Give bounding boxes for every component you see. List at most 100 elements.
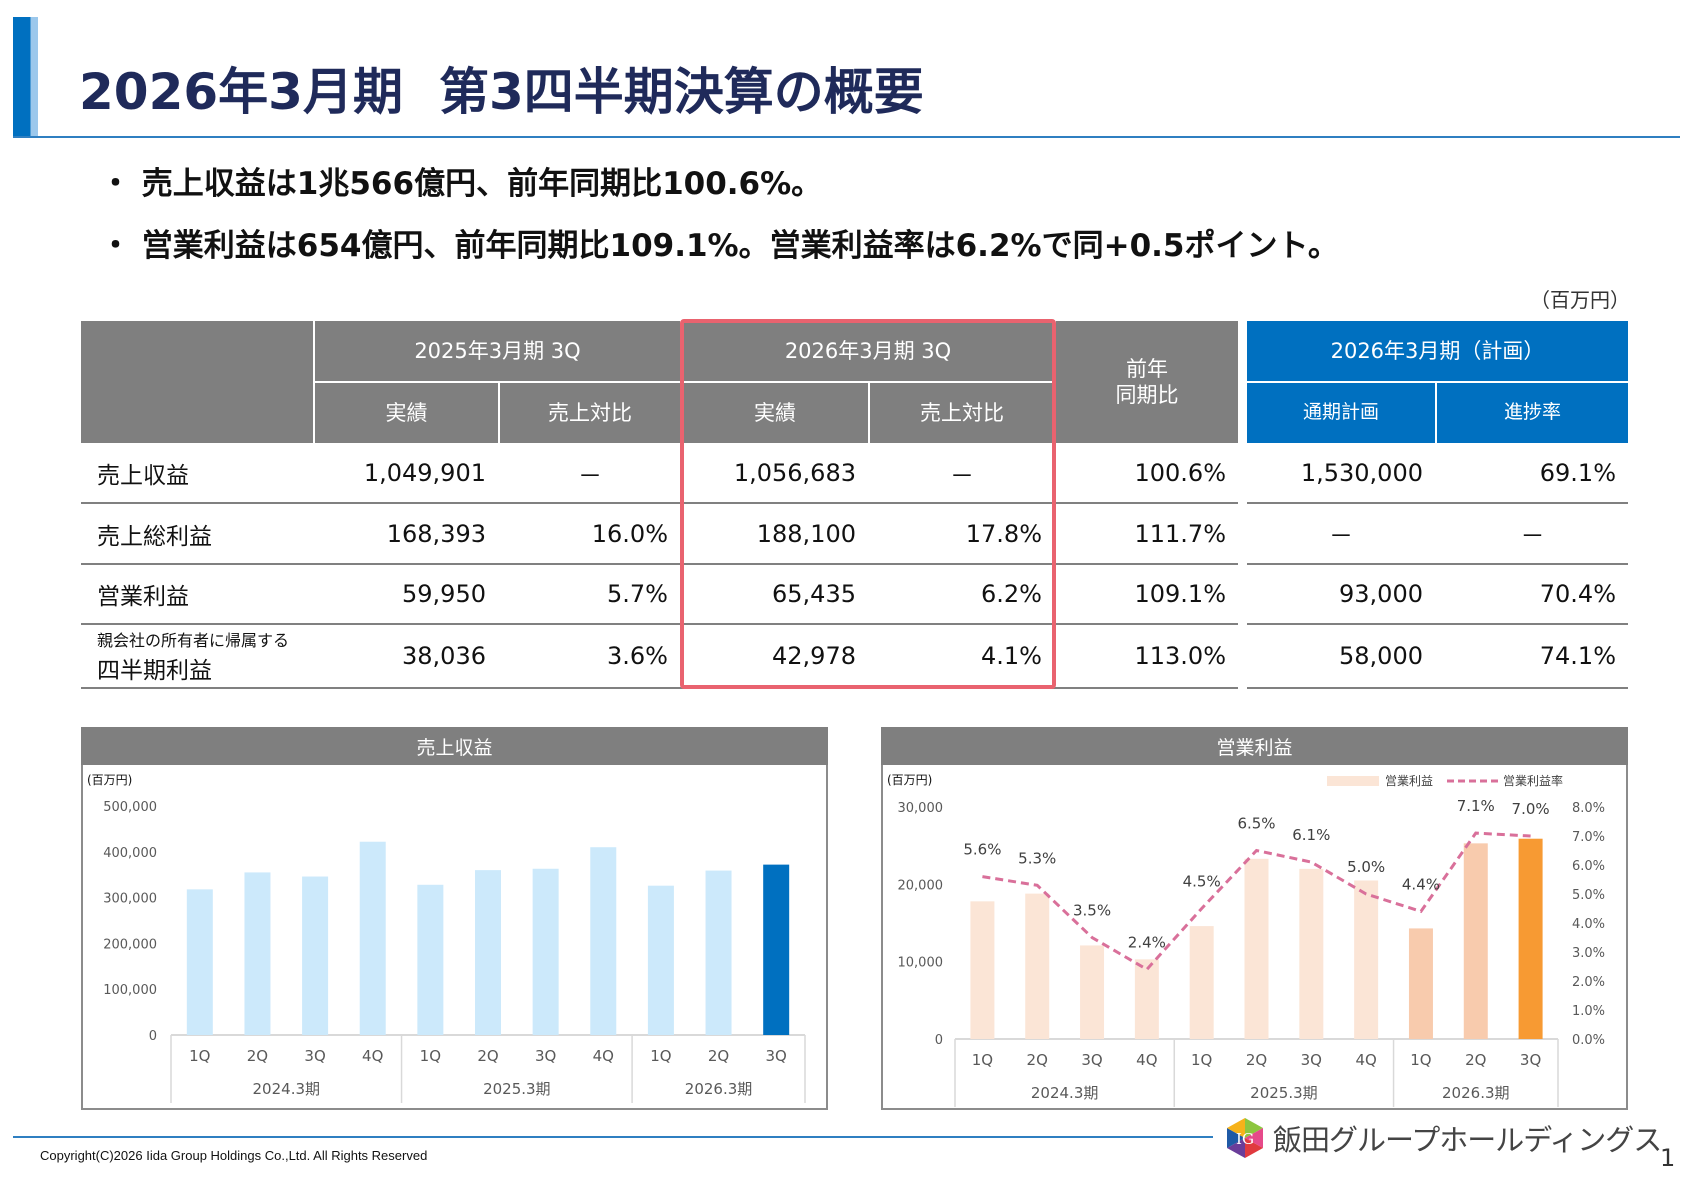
y2-tick-label: 0.0% xyxy=(1572,1033,1605,1048)
cell-progress: 70.4% xyxy=(1539,580,1616,608)
cell-prev-ratio: 3.6% xyxy=(607,642,668,670)
group-label: 2026.3期 xyxy=(1442,1084,1510,1102)
y2-tick-label: 4.0% xyxy=(1572,917,1605,932)
x-tick-label: 3Q xyxy=(1520,1051,1541,1069)
cell-yoy: 113.0% xyxy=(1134,642,1226,670)
y-tick-label: 300,000 xyxy=(103,892,157,907)
cell-prev-ratio: 5.7% xyxy=(607,580,668,608)
group-label: 2024.3期 xyxy=(1031,1084,1099,1102)
operating-income-bar xyxy=(1408,928,1433,1039)
row-divider xyxy=(81,623,1238,625)
cell-prev-ratio: 16.0% xyxy=(591,519,668,548)
revenue-bar xyxy=(590,847,617,1035)
x-tick-label: 1Q xyxy=(650,1047,671,1065)
revenue-bar xyxy=(186,889,213,1035)
cell-plan: － xyxy=(1329,522,1353,550)
operating-margin-line xyxy=(982,831,1531,972)
header-curr-ratio: 売上対比 xyxy=(870,383,1054,443)
y-unit-label: (百万円) xyxy=(87,773,132,787)
y2-tick-label: 5.0% xyxy=(1572,888,1605,903)
logo-text: 飯田グループホールディングス xyxy=(1273,1123,1662,1157)
cell-plan: 93,000 xyxy=(1339,580,1423,608)
y-tick-label: 10,000 xyxy=(898,956,944,971)
header-full-year-plan: 通期計画 xyxy=(1247,383,1435,443)
y-tick-label: 30,000 xyxy=(898,801,944,816)
row-label: 営業利益 xyxy=(81,564,313,624)
y2-tick-label: 1.0% xyxy=(1572,1004,1605,1019)
cell-curr: 65,435 xyxy=(772,580,856,608)
header-curr-actual: 実績 xyxy=(682,383,868,443)
cell-progress: 74.1% xyxy=(1539,642,1616,670)
revenue-bar xyxy=(532,868,559,1035)
operating-income-bar xyxy=(970,901,995,1039)
cell-prev: 1,049,901 xyxy=(363,459,486,487)
operating-income-bar xyxy=(1080,945,1105,1039)
legend-bar-label: 営業利益 xyxy=(1385,774,1433,788)
bullet-operating-income: ・ 営業利益は654億円、前年同期比109.1%。営業利益率は6.2%で同+0.… xyxy=(100,228,1339,264)
cell-prev: 168,393 xyxy=(386,519,486,548)
y-tick-label: 20,000 xyxy=(898,878,944,893)
row-divider xyxy=(1247,502,1628,504)
cell-progress: 69.1% xyxy=(1539,459,1616,487)
cell-prev: 59,950 xyxy=(402,580,486,608)
header-blank xyxy=(81,321,313,443)
margin-data-label: 7.1% xyxy=(1457,797,1495,815)
revenue-bar xyxy=(475,870,501,1035)
margin-data-label: 5.6% xyxy=(963,841,1001,859)
operating-income-bar xyxy=(1134,959,1159,1039)
header-progress: 進捗率 xyxy=(1437,383,1628,443)
cell-yoy: 109.1% xyxy=(1134,580,1226,608)
cell-plan: 1,530,000 xyxy=(1300,459,1423,487)
y2-tick-label: 2.0% xyxy=(1572,975,1605,990)
group-label: 2026.3期 xyxy=(685,1080,753,1098)
title-period: 2026年3月期 xyxy=(79,63,403,121)
y2-tick-label: 6.0% xyxy=(1572,859,1605,874)
y-tick-label: 400,000 xyxy=(103,846,157,861)
row-label-text: 売上収益 xyxy=(97,463,189,489)
header-prev-ratio: 売上対比 xyxy=(500,383,680,443)
x-tick-label: 3Q xyxy=(535,1047,556,1065)
operating-income-bar xyxy=(1299,868,1324,1039)
cell-curr-ratio: 6.2% xyxy=(981,580,1042,608)
x-tick-label: 2Q xyxy=(247,1047,268,1065)
cell-yoy: 111.7% xyxy=(1134,519,1226,548)
header-prev-period: 2025年3月期 3Q xyxy=(315,321,680,381)
cell-curr: 42,978 xyxy=(772,642,856,670)
row-divider xyxy=(1247,623,1628,625)
row-label-text: 営業利益 xyxy=(97,584,189,610)
operating-income-bar xyxy=(1025,893,1050,1039)
header-yoy: 前年 同期比 xyxy=(1056,321,1238,443)
y2-tick-label: 7.0% xyxy=(1572,830,1605,845)
margin-data-label: 6.1% xyxy=(1292,826,1330,844)
x-tick-label: 3Q xyxy=(766,1047,787,1065)
bullet-revenue: ・ 売上収益は1兆566億円、前年同期比100.6%。 xyxy=(100,166,823,202)
row-label: 親会社の所有者に帰属する 四半期利益 xyxy=(81,624,313,688)
cell-plan: 58,000 xyxy=(1339,642,1423,670)
operating-income-chart: (百万円) 1Q 2Q 3Q 4Q 1Q 2Q 3Q 4Q 1Q 2Q 3Q 2024.3期 2025.3… xyxy=(887,773,1605,1107)
copyright: Copyright(C)2026 Iida Group Holdings Co.… xyxy=(40,1148,428,1163)
revenue-bar xyxy=(763,864,790,1035)
x-tick-label: 4Q xyxy=(1355,1051,1376,1069)
revenue-bar xyxy=(244,872,271,1035)
x-tick-label: 2Q xyxy=(1027,1051,1048,1069)
y-tick-label: 200,000 xyxy=(103,937,157,952)
table-unit: （百万円） xyxy=(1530,288,1630,312)
logo-hexagon-icon: IG xyxy=(1227,1118,1263,1158)
x-tick-label: 3Q xyxy=(1301,1051,1322,1069)
row-label: 売上収益 xyxy=(81,443,313,503)
row-divider xyxy=(1247,563,1628,565)
revenue-bar xyxy=(359,841,386,1035)
y2-tick-label: 3.0% xyxy=(1572,946,1605,961)
x-tick-label: 1Q xyxy=(1410,1051,1431,1069)
y-unit-label: (百万円) xyxy=(887,773,932,787)
operating-income-bar xyxy=(1518,838,1543,1039)
margin-data-label: 5.3% xyxy=(1018,849,1056,867)
footer-divider xyxy=(13,1136,1213,1138)
legend-line-label: 営業利益率 xyxy=(1503,773,1563,788)
revenue-bar xyxy=(417,884,444,1035)
margin-data-label: 3.5% xyxy=(1073,902,1111,920)
revenue-bar xyxy=(647,885,674,1035)
y2-tick-label: 8.0% xyxy=(1572,801,1605,816)
cell-curr-ratio: 17.8% xyxy=(965,519,1042,548)
operating-income-bar xyxy=(1354,880,1379,1039)
